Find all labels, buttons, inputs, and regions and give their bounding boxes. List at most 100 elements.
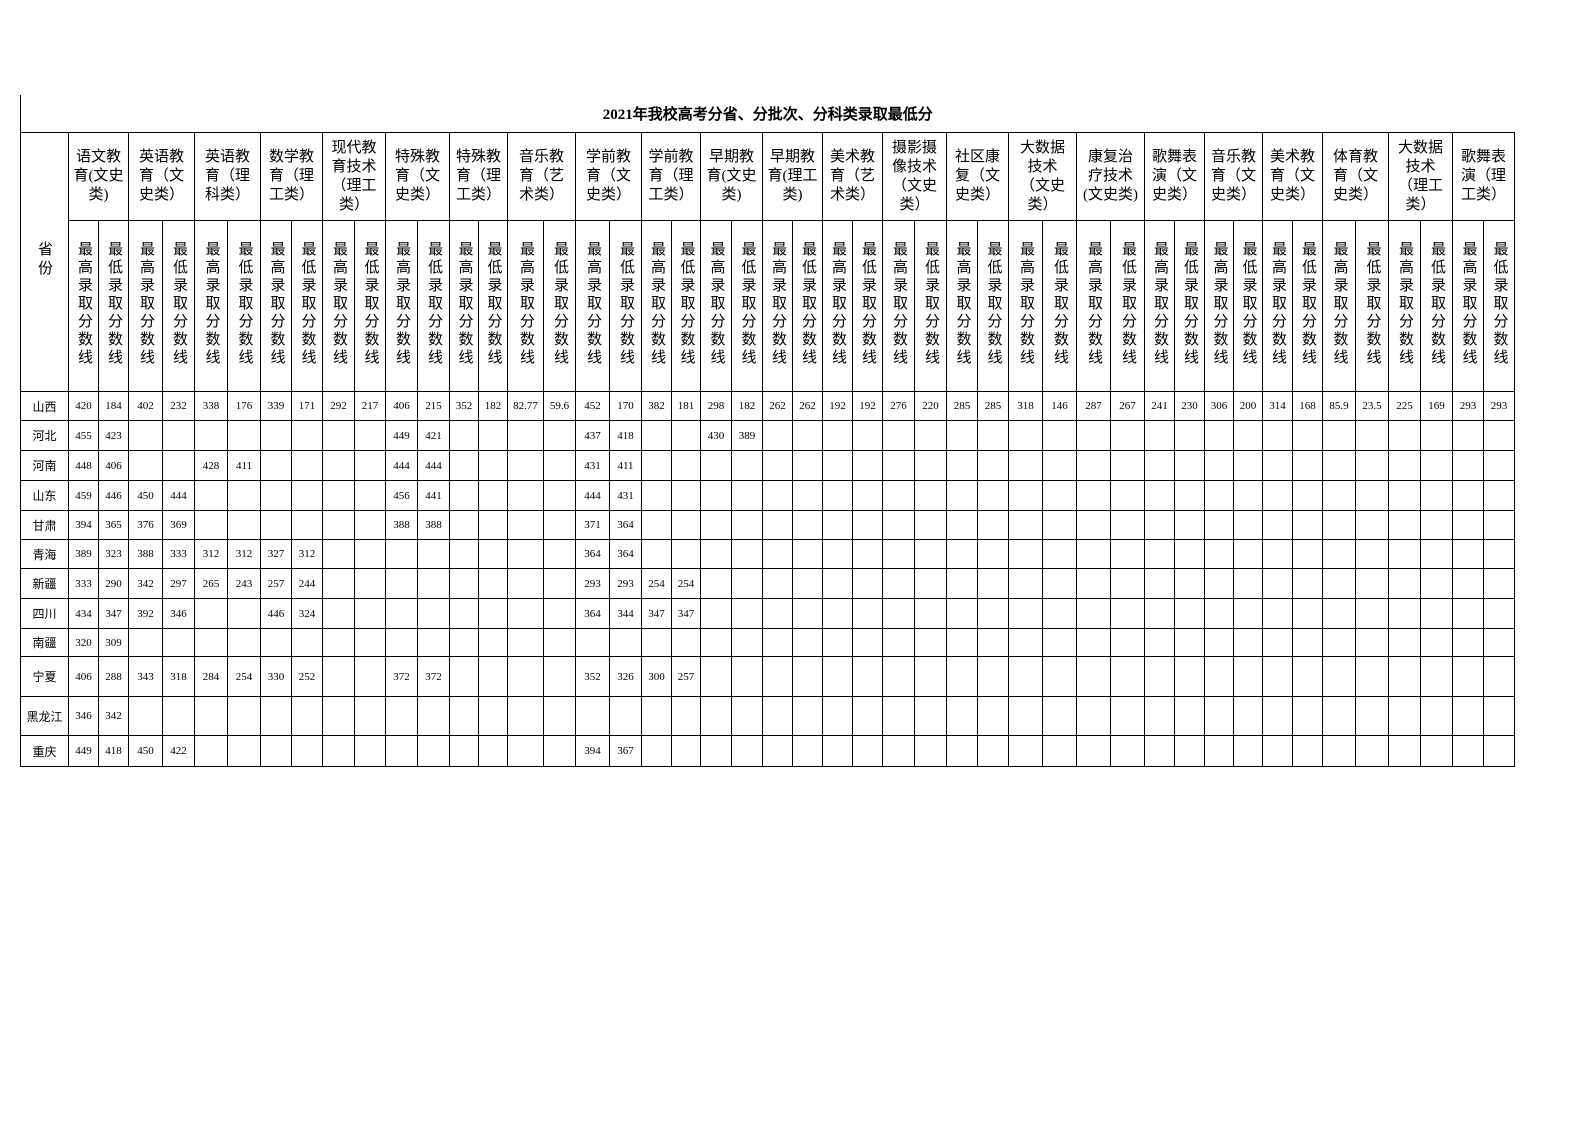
sub-header: 最高录取分数线 <box>1076 220 1111 392</box>
major-header-text: 英语教育（文史类） <box>128 132 195 221</box>
score <box>1042 696 1077 736</box>
score <box>385 598 418 629</box>
major-header-text: 学前教育（文史类） <box>575 132 642 221</box>
score <box>641 420 672 451</box>
score <box>1388 510 1421 540</box>
score <box>1233 656 1263 697</box>
sub-header: 最高录取分数线 <box>68 220 99 392</box>
score-text: 293 <box>575 568 610 599</box>
score <box>1144 598 1175 629</box>
score <box>1262 539 1293 569</box>
score <box>1008 598 1043 629</box>
sub-header-text: 最低录取分数线 <box>1182 240 1198 367</box>
score-text: 254 <box>641 568 672 599</box>
score-text: 434 <box>68 598 99 629</box>
score <box>1483 628 1515 657</box>
score <box>1042 628 1077 657</box>
score <box>1110 450 1145 481</box>
score <box>322 696 355 736</box>
score-text: 285 <box>946 391 978 421</box>
score-text: 232 <box>162 391 195 421</box>
major-header-text: 英语教育（理科类） <box>194 132 261 221</box>
score <box>291 735 323 767</box>
score <box>762 696 793 736</box>
score <box>852 598 883 629</box>
score <box>1076 696 1111 736</box>
score <box>507 539 544 569</box>
score <box>417 598 450 629</box>
score <box>322 628 355 657</box>
score <box>543 539 576 569</box>
score <box>792 480 823 511</box>
score-text: 333 <box>162 539 195 569</box>
score-text: 318 <box>162 656 195 697</box>
score-text: 323 <box>98 539 129 569</box>
score-text: 320 <box>68 628 99 657</box>
score <box>227 696 261 736</box>
score-text: 293 <box>1452 391 1484 421</box>
score <box>946 656 978 697</box>
score <box>1388 696 1421 736</box>
score-text: 444 <box>162 480 195 511</box>
score <box>1388 598 1421 629</box>
score <box>822 420 853 451</box>
score <box>194 510 228 540</box>
score <box>1388 420 1421 451</box>
score-text: 418 <box>609 420 642 451</box>
score <box>322 598 355 629</box>
score <box>977 510 1009 540</box>
province-text: 山东 <box>20 480 69 511</box>
score <box>543 598 576 629</box>
score <box>322 510 355 540</box>
score <box>882 598 915 629</box>
score <box>1452 656 1484 697</box>
score-text: 456 <box>385 480 418 511</box>
score <box>1483 735 1515 767</box>
score <box>449 510 479 540</box>
score <box>882 480 915 511</box>
score <box>260 420 292 451</box>
score <box>1292 480 1323 511</box>
province-header: 省份 <box>20 132 69 392</box>
score-text: 257 <box>260 568 292 599</box>
score <box>1388 450 1421 481</box>
score-text: 244 <box>291 568 323 599</box>
score <box>1420 735 1453 767</box>
score <box>417 735 450 767</box>
score <box>1292 420 1323 451</box>
score <box>1322 539 1356 569</box>
score <box>194 628 228 657</box>
score-text: 254 <box>671 568 701 599</box>
major-header-text: 社区康复（文史类） <box>946 132 1009 221</box>
score <box>1322 656 1356 697</box>
score-text: 459 <box>68 480 99 511</box>
score <box>478 628 508 657</box>
sub-header-text: 最低录取分数线 <box>1364 240 1381 367</box>
score-text: 364 <box>609 510 642 540</box>
score <box>1204 656 1234 697</box>
score <box>478 568 508 599</box>
score <box>543 450 576 481</box>
score <box>852 539 883 569</box>
score <box>641 450 672 481</box>
province-text: 南疆 <box>20 628 69 657</box>
score <box>1233 510 1263 540</box>
sub-header: 最低录取分数线 <box>609 220 642 392</box>
score-text: 376 <box>128 510 163 540</box>
score-text: 365 <box>98 510 129 540</box>
score <box>354 510 386 540</box>
score <box>700 510 732 540</box>
score <box>822 656 853 697</box>
sub-header: 最低录取分数线 <box>1042 220 1077 392</box>
major-header-text: 特殊教育（理工类） <box>449 132 508 221</box>
score <box>1262 420 1293 451</box>
score-text: 220 <box>914 391 947 421</box>
sub-header: 最低录取分数线 <box>354 220 386 392</box>
score <box>641 539 672 569</box>
sub-header-text: 最高录取分数线 <box>1397 240 1413 367</box>
score <box>322 480 355 511</box>
sub-header: 最低录取分数线 <box>914 220 947 392</box>
score <box>162 420 195 451</box>
score <box>671 539 701 569</box>
score <box>1204 598 1234 629</box>
